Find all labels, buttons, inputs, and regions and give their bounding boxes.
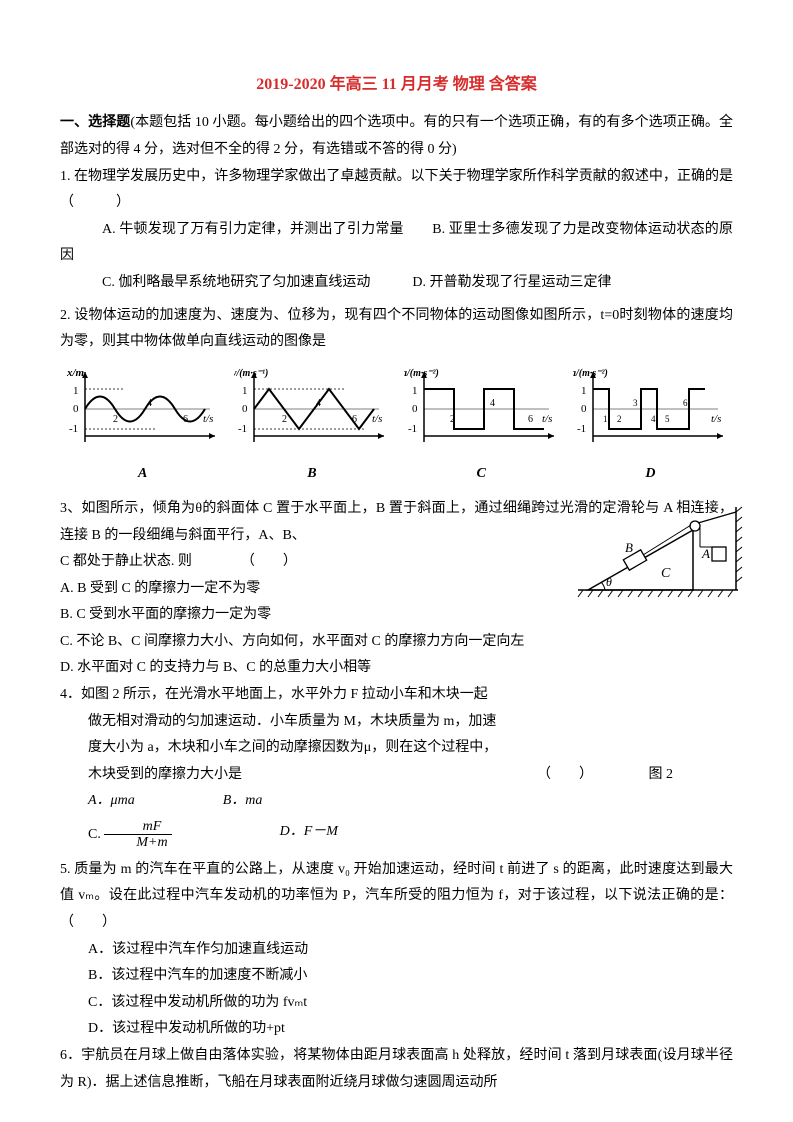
section-header-line: 一、选择题(本题包括 10 小题。每小题给出的四个选项中。有的只有一个选项正确，… [60,110,733,163]
q3-optD: D. 水平面对 C 的支持力与 B、C 的总重力大小相等 [60,655,733,682]
graph-D-svg: a/(m·s⁻²) 1 0 -1 t/s 1 2 3 4 5 6 [573,364,728,449]
svg-text:2: 2 [113,414,118,425]
q4-line4: 木块受到的摩擦力大小是 [88,767,242,782]
svg-text:0: 0 [73,403,79,415]
svg-text:1: 1 [603,414,608,424]
q1-optA: A. 牛顿发现了万有引力定律，并测出了引力常量 [102,222,404,237]
q4-figlabel: 图 2 [621,762,674,789]
q1-optC: C. 伽利略最早系统地研究了匀加速直线运动 [102,275,370,290]
graph-A-ylabel: x/m [66,367,85,379]
svg-text:v/(m·s⁻¹): v/(m·s⁻¹) [234,368,268,379]
graph-C-label: C [399,461,564,488]
q1-optCD: C. 伽利略最早系统地研究了匀加速直线运动 D. 开普勒发现了行星运动三定律 [60,270,733,297]
svg-text:4: 4 [490,398,495,409]
q3-diagram: C θ B A [573,502,743,602]
svg-text:t/s: t/s [711,413,721,425]
q4-line2: 做无相对滑动的匀加速运动．小车质量为 M，木块质量为 m，加速 [60,709,733,736]
q4-line4-row: 木块受到的摩擦力大小是 （ ） 图 2 [60,762,733,789]
q3-optC: C. 不论 B、C 间摩擦力大小、方向如何，水平面对 C 的摩擦力方向一定向左 [60,629,733,656]
svg-text:1: 1 [73,385,79,397]
graph-B-svg: v/(m·s⁻¹) 1 0 -1 t/s 2 4 6 [234,364,389,449]
svg-text:1: 1 [412,385,418,397]
svg-text:θ: θ [606,575,612,589]
q4-optC-num: mF [104,819,171,835]
graph-C-svg: a/(m·s⁻²) 1 0 -1 t/s 2 4 6 [404,364,559,449]
graph-D: a/(m·s⁻²) 1 0 -1 t/s 1 2 3 4 5 6 D [568,364,733,488]
q4-paren: （ ） [509,762,593,789]
q5-optC: C．该过程中发动机所做的功为 fvₘt [60,990,733,1017]
svg-text:-1: -1 [408,423,417,435]
q2-graphs: x/m 1 0 -1 t/s 2 4 6 A v/(m·s⁻¹) 1 0 -1 … [60,364,733,488]
svg-text:2: 2 [617,414,622,424]
svg-text:5: 5 [665,414,670,424]
svg-text:0: 0 [581,403,587,415]
page-title: 2019-2020 年高三 11 月月考 物理 含答案 [60,70,733,100]
svg-text:3: 3 [633,398,638,408]
svg-text:-1: -1 [238,423,247,435]
q4-stem: 4．如图 2 所示，在光滑水平地面上，水平外力 F 拉动小车和木块一起 [60,682,733,709]
svg-text:C: C [661,566,671,581]
section-label: 一、选择题 [60,115,130,130]
q1-stem: 1. 在物理学发展历史中，许多物理学家做出了卓越贡献。以下关于物理学家所作科学贡… [60,164,733,217]
q4-optA: A．μma [60,788,135,815]
svg-text:A: A [701,546,710,561]
svg-text:t/s: t/s [203,413,213,425]
graph-A-label: A [60,461,225,488]
q3-optB: B. C 受到水平面的摩擦力一定为零 [60,602,733,629]
q4-optCD: C. mF M+m D．F－M [60,819,733,851]
graph-C: a/(m·s⁻²) 1 0 -1 t/s 2 4 6 C [399,364,564,488]
q4-optC-prefix: C. [88,827,101,842]
graph-D-label: D [568,461,733,488]
graph-A-svg: x/m 1 0 -1 t/s 2 4 6 [65,364,220,449]
q5-optD: D．该过程中发动机所做的功+pt [60,1016,733,1043]
svg-text:B: B [625,540,633,555]
q3-container: 3、如图所示，倾角为θ的斜面体 C 置于水平面上，B 置于斜面上，通过细绳跨过光… [60,496,733,682]
section-desc: (本题包括 10 小题。每小题给出的四个选项中。有的只有一个选项正确，有的有多个… [60,115,733,157]
graph-B-label: B [229,461,394,488]
q4-line3: 度大小为 a，木块和小车之间的动摩擦因数为μ，则在这个过程中， [60,735,733,762]
svg-text:0: 0 [412,403,418,415]
q5-optA: A．该过程中汽车作匀加速直线运动 [60,937,733,964]
svg-text:6: 6 [683,398,688,408]
svg-text:4: 4 [651,414,656,424]
q4-optC-den: M+m [104,835,171,850]
q5-stem: 5. 质量为 m 的汽车在平直的公路上，从速度 v₀ 开始加速运动，经时间 t … [60,857,733,937]
svg-text:a/(m·s⁻²): a/(m·s⁻²) [573,368,608,379]
q4-optAB: A．μma B．ma [60,788,733,815]
svg-text:-1: -1 [577,423,586,435]
q6-stem: 6．宇航员在月球上做自由落体实验，将某物体由距月球表面高 h 处释放，经时间 t… [60,1043,733,1096]
svg-text:1: 1 [242,385,248,397]
graph-A: x/m 1 0 -1 t/s 2 4 6 A [60,364,225,488]
svg-text:a/(m·s⁻²): a/(m·s⁻²) [404,368,439,379]
q1-optD: D. 开普勒发现了行星运动三定律 [412,275,611,290]
svg-text:2: 2 [282,414,287,425]
svg-text:6: 6 [528,414,533,425]
graph-B: v/(m·s⁻¹) 1 0 -1 t/s 2 4 6 B [229,364,394,488]
svg-text:t/s: t/s [372,413,382,425]
q4-optC-frac: mF M+m [104,819,171,851]
q4-optD: D．F－M [252,819,338,851]
q2-stem: 2. 设物体运动的加速度为、速度为、位移为，现有四个不同物体的运动图像如图所示，… [60,303,733,356]
svg-text:0: 0 [242,403,248,415]
q1-optAB: A. 牛顿发现了万有引力定律，并测出了引力常量 B. 亚里士多德发现了力是改变物… [60,217,733,270]
q4-optB: B．ma [195,788,263,815]
svg-text:1: 1 [581,385,587,397]
svg-text:-1: -1 [69,423,78,435]
q5-optB: B．该过程中汽车的加速度不断减小 [60,963,733,990]
q4-optC: C. mF M+m [60,819,172,851]
svg-text:t/s: t/s [542,413,552,425]
